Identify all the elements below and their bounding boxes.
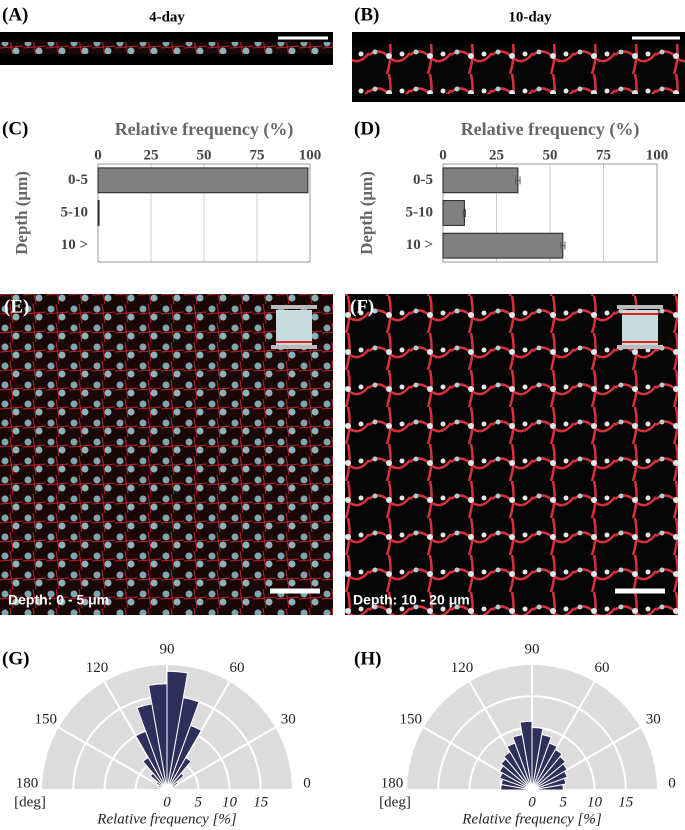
x-tick-label: 75 [250, 147, 265, 163]
angle-unit: [deg] [379, 794, 411, 810]
panel-label: (C) [2, 118, 28, 139]
angle-tick-label: 60 [595, 660, 610, 676]
angle-unit: [deg] [14, 794, 46, 810]
panel-label: (G) [2, 648, 29, 669]
r-tick-label: 15 [618, 794, 634, 810]
wedge [149, 772, 168, 791]
angle-tick-label: 120 [86, 660, 109, 676]
wedge [166, 670, 189, 791]
wedge [498, 765, 533, 791]
wedge [142, 756, 168, 791]
y-tick-label: 10 > [406, 237, 433, 253]
angle-tick-label: 90 [160, 641, 175, 657]
angle-tick-label: 30 [281, 711, 296, 727]
angle-tick-label: 180 [381, 775, 404, 791]
x-tick-label: 50 [197, 147, 212, 163]
y-tick-label: 5-10 [406, 204, 434, 220]
x-tick-label: 0 [439, 147, 447, 163]
r-tick-label: 5 [560, 794, 568, 810]
y-axis-label: Depth (μm) [12, 171, 31, 255]
y-tick-label: 10 > [61, 237, 88, 253]
x-tick-label: 25 [144, 147, 159, 163]
wedge [135, 730, 168, 791]
grid-spoke [166, 726, 276, 791]
r-tick-label: 10 [587, 794, 603, 810]
r-tick-label: 15 [253, 794, 269, 810]
bar [442, 232, 564, 259]
angle-tick-label: 150 [35, 711, 58, 727]
panel-label: (F) [350, 296, 374, 317]
image-caption: Depth: 0 - 5 μm [8, 592, 109, 608]
image-cells [352, 44, 685, 94]
angle-tick-label: 0 [303, 775, 311, 791]
grid-spoke [58, 726, 168, 791]
panel-label: (E) [4, 296, 29, 317]
wedge [503, 751, 533, 791]
y-tick-label: 0-5 [413, 172, 433, 188]
image-title: 10-day [508, 9, 552, 25]
bar [442, 167, 519, 194]
r-axis-label: Relative frequency [%] [96, 811, 237, 827]
y-axis-label: Depth (μm) [357, 171, 376, 255]
x-tick-label: 100 [299, 147, 322, 163]
angle-tick-label: 150 [400, 711, 423, 727]
bar [442, 200, 465, 226]
angle-tick-label: 60 [230, 660, 245, 676]
x-tick-label: 25 [489, 147, 504, 163]
wedge [500, 758, 533, 791]
r-tick-label: 0 [163, 794, 171, 810]
wedge [163, 788, 168, 791]
bar [97, 167, 309, 194]
panel-label: (A) [2, 4, 28, 25]
panel-label: (H) [354, 648, 381, 669]
inset-icon [617, 305, 663, 349]
r-axis-label: Relative frequency [%] [461, 811, 602, 827]
axis-title: Relative frequency (%) [115, 119, 294, 140]
x-tick-label: 50 [543, 147, 558, 163]
inset-icon [271, 305, 317, 349]
angle-tick-label: 30 [646, 711, 661, 727]
angle-tick-label: 0 [668, 775, 676, 791]
panel-label: (B) [354, 4, 379, 25]
error-bar [515, 176, 521, 185]
error-bar [462, 209, 466, 217]
y-tick-label: 0-5 [68, 172, 88, 188]
image-cells [0, 42, 333, 54]
angle-tick-label: 120 [451, 660, 474, 676]
r-tick-label: 10 [222, 794, 238, 810]
error-bar [560, 241, 566, 250]
image-caption: Depth: 10 - 20 μm [353, 592, 470, 608]
angle-tick-label: 90 [525, 641, 540, 657]
panel-label: (D) [354, 118, 380, 139]
angle-tick-label: 180 [16, 775, 39, 791]
x-tick-label: 0 [94, 147, 102, 163]
axis-title: Relative frequency (%) [461, 119, 640, 140]
bar [97, 200, 100, 226]
x-tick-label: 75 [596, 147, 611, 163]
y-tick-label: 5-10 [61, 204, 89, 220]
r-tick-label: 5 [195, 794, 203, 810]
x-tick-label: 100 [646, 147, 669, 163]
r-tick-label: 0 [528, 794, 536, 810]
wedge [500, 783, 533, 791]
image-title: 4-day [149, 9, 185, 25]
wedge [499, 772, 533, 791]
